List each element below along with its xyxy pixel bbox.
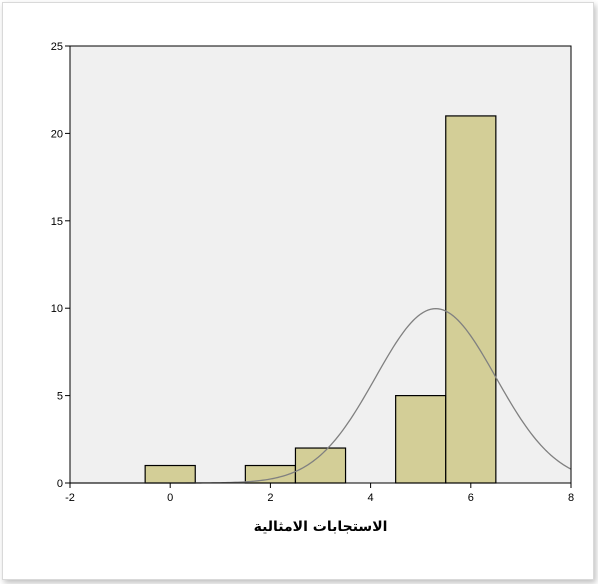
y-tick-label: 20 <box>51 128 63 140</box>
y-tick-label: 25 <box>51 41 63 53</box>
histogram-bar <box>144 464 196 484</box>
x-axis: -2 0 2 4 6 8 <box>65 483 574 504</box>
y-axis: 0 5 10 15 20 25 <box>51 41 70 490</box>
y-tick-label: 0 <box>57 478 63 490</box>
x-tick-label: -2 <box>65 492 75 504</box>
x-tick-label: 0 <box>167 492 173 504</box>
x-tick-label: 8 <box>568 492 574 504</box>
y-tick-label: 15 <box>51 216 63 228</box>
plot-border <box>69 45 572 484</box>
histogram-bar <box>294 447 347 484</box>
y-tick-label: 10 <box>51 303 63 315</box>
x-tick-label: 2 <box>267 492 273 504</box>
histogram-bar <box>395 395 447 484</box>
x-tick-label: 6 <box>468 492 474 504</box>
x-tick-label: 4 <box>368 492 374 504</box>
x-axis-title: الاستجابات الامثالية <box>254 519 388 535</box>
histogram-bar <box>445 115 497 484</box>
bars-group <box>144 115 497 484</box>
y-tick-label: 5 <box>57 391 63 403</box>
